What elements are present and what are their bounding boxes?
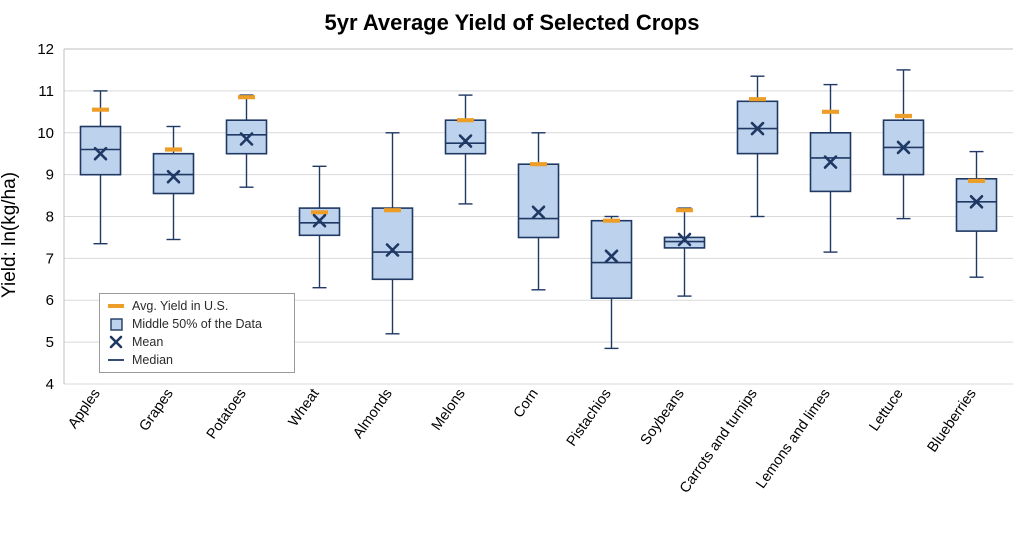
svg-text:Soybeans: Soybeans [638, 386, 688, 448]
svg-text:9: 9 [46, 167, 54, 184]
svg-text:Apples: Apples [65, 386, 104, 432]
svg-text:Lettuce: Lettuce [866, 386, 906, 434]
svg-text:Almonds: Almonds [350, 386, 395, 441]
svg-text:Lemons and limes: Lemons and limes [753, 386, 834, 492]
svg-text:7: 7 [46, 250, 54, 267]
svg-text:11: 11 [38, 83, 54, 100]
svg-text:6: 6 [46, 292, 54, 309]
svg-text:12: 12 [37, 41, 54, 58]
svg-text:Melons: Melons [429, 386, 469, 433]
svg-text:10: 10 [37, 125, 54, 142]
svg-text:Corn: Corn [511, 386, 542, 421]
svg-text:Wheat: Wheat [286, 386, 323, 430]
svg-text:Blueberries: Blueberries [925, 386, 980, 455]
svg-text:Carrots and turnips: Carrots and turnips [677, 386, 761, 496]
svg-text:4: 4 [46, 376, 54, 393]
svg-text:Pistachios: Pistachios [564, 386, 615, 449]
svg-text:Grapes: Grapes [136, 386, 176, 434]
svg-text:5: 5 [46, 334, 54, 351]
svg-text:Potatoes: Potatoes [204, 386, 250, 442]
svg-text:8: 8 [46, 209, 54, 226]
